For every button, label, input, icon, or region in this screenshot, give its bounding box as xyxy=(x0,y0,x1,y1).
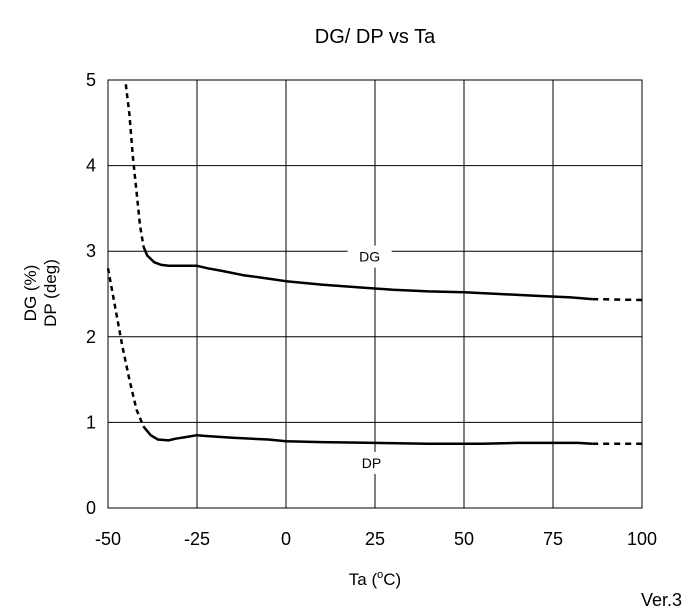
y-tick-label-5: 5 xyxy=(86,70,96,90)
y-tick-label-2: 2 xyxy=(86,327,96,347)
annotation-background-1 xyxy=(349,451,394,474)
annotation-background-0 xyxy=(347,245,392,268)
version-label: Ver.3 xyxy=(641,590,682,608)
dp-dashed-low xyxy=(106,268,145,428)
series-layer xyxy=(106,84,643,446)
y-axis-label: DG (%) DP (deg) xyxy=(21,259,60,327)
x-tick-label-1: -25 xyxy=(184,529,210,549)
series-annotations: DG DP xyxy=(347,245,394,474)
plot-frame xyxy=(107,79,643,509)
x-tick-label-3: 25 xyxy=(365,529,385,549)
x-tick-label-4: 50 xyxy=(454,529,474,549)
dp-line xyxy=(142,425,593,446)
y-tick-labels: 0 1 2 3 4 5 xyxy=(86,70,96,518)
dg-line xyxy=(142,246,593,301)
dg-dashed-low xyxy=(124,84,145,248)
annotation-dp: DP xyxy=(362,455,381,471)
x-tick-label-0: -50 xyxy=(95,529,121,549)
y-tick-label-0: 0 xyxy=(86,498,96,518)
dg-dashed-high xyxy=(592,297,643,302)
chart-title: DG/ DP vs Ta xyxy=(315,26,436,48)
y-tick-label-3: 3 xyxy=(86,241,96,261)
y-axis-label-line-1: DG (%) xyxy=(21,265,40,322)
annotation-dg: DG xyxy=(359,249,380,265)
y-tick-label-4: 4 xyxy=(86,156,96,176)
x-tick-labels: -50 -25 0 25 50 75 100 xyxy=(95,529,657,549)
x-tick-label-6: 100 xyxy=(627,529,657,549)
y-tick-label-1: 1 xyxy=(86,412,96,432)
x-axis-label: Ta (oC) xyxy=(349,569,401,589)
x-tick-label-5: 75 xyxy=(543,529,563,549)
y-axis-label-line-2: DP (deg) xyxy=(41,259,60,327)
x-tick-label-2: 0 xyxy=(281,529,291,549)
